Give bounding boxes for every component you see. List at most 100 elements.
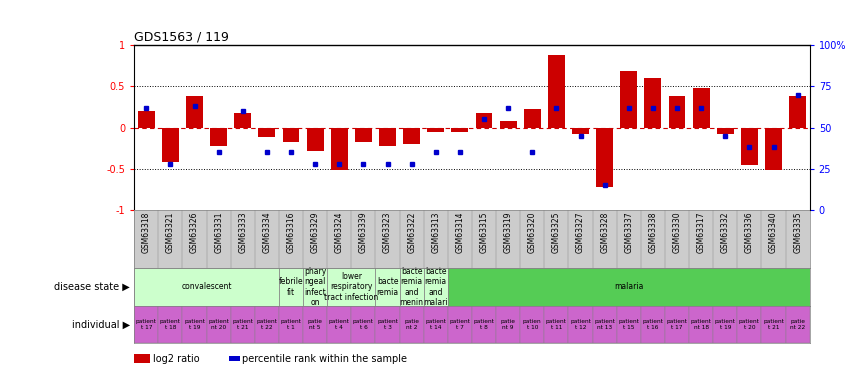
Bar (545, 306, 568, 343)
Bar (235, 112, 251, 128)
Bar (327, 268, 376, 306)
Text: patient
t 18: patient t 18 (160, 319, 181, 330)
Text: patient
t 19: patient t 19 (714, 319, 736, 330)
Text: GSM63333: GSM63333 (238, 212, 248, 254)
Bar (448, 306, 472, 343)
Text: GSM63313: GSM63313 (431, 212, 440, 253)
Text: malaria: malaria (614, 282, 643, 291)
Text: patient
t 22: patient t 22 (256, 319, 277, 330)
Text: GSM63318: GSM63318 (142, 212, 151, 253)
Text: bacte
remia: bacte remia (377, 277, 398, 297)
Bar (524, 110, 540, 128)
Text: patie
nt 2: patie nt 2 (404, 319, 419, 330)
Bar (665, 306, 689, 343)
Text: GSM63340: GSM63340 (769, 212, 778, 254)
Text: patient
t 4: patient t 4 (329, 319, 350, 330)
Bar (138, 111, 155, 128)
Text: patient
t 1: patient t 1 (281, 319, 301, 330)
Text: GSM63330: GSM63330 (673, 212, 682, 254)
Text: patient
t 20: patient t 20 (739, 319, 759, 330)
Bar (183, 306, 207, 343)
Text: patient
t 17: patient t 17 (667, 319, 688, 330)
Bar (331, 128, 348, 170)
Text: patient
t 16: patient t 16 (643, 319, 663, 330)
Text: patient
t 12: patient t 12 (570, 319, 591, 330)
Text: patient
t 14: patient t 14 (425, 319, 446, 330)
Text: GSM63324: GSM63324 (335, 212, 344, 253)
Text: patien
t 10: patien t 10 (523, 319, 541, 330)
Bar (134, 268, 279, 306)
Bar (303, 306, 327, 343)
Text: disease state ▶: disease state ▶ (55, 282, 130, 292)
Text: patie
nt 22: patie nt 22 (790, 319, 805, 330)
Bar (258, 128, 275, 137)
Text: GSM63331: GSM63331 (214, 212, 223, 253)
Bar (404, 128, 420, 144)
Bar (693, 88, 709, 128)
Bar (451, 128, 469, 132)
Text: GSM63314: GSM63314 (456, 212, 464, 253)
Text: patie
nt 5: patie nt 5 (307, 319, 323, 330)
Text: patient
t 19: patient t 19 (184, 319, 205, 330)
Bar (761, 306, 785, 343)
Bar (789, 96, 806, 128)
Bar (279, 306, 303, 343)
Text: percentile rank within the sample: percentile rank within the sample (242, 354, 408, 363)
Bar (399, 306, 423, 343)
Text: patient
t 6: patient t 6 (353, 319, 374, 330)
Bar (785, 306, 810, 343)
Bar (644, 78, 662, 128)
Bar (230, 306, 255, 343)
Text: GSM63317: GSM63317 (696, 212, 706, 253)
Text: individual ▶: individual ▶ (72, 320, 130, 329)
Bar (669, 96, 686, 128)
Bar (186, 96, 203, 128)
Bar (737, 306, 761, 343)
Text: patient
t 17: patient t 17 (136, 319, 157, 330)
Bar (307, 128, 324, 151)
Text: patient
t 8: patient t 8 (474, 319, 494, 330)
Text: lower
respiratory
tract infection: lower respiratory tract infection (324, 272, 378, 302)
Bar (376, 306, 399, 343)
Text: patient
t 21: patient t 21 (232, 319, 253, 330)
Bar (596, 128, 613, 187)
Bar (210, 128, 227, 146)
Text: patient
t 21: patient t 21 (763, 319, 784, 330)
Text: GSM63327: GSM63327 (576, 212, 585, 253)
Bar (572, 128, 589, 134)
Bar (765, 128, 782, 170)
Bar (303, 268, 327, 306)
Text: GSM63328: GSM63328 (600, 212, 609, 253)
Text: GSM63322: GSM63322 (407, 212, 417, 253)
Bar (427, 128, 444, 132)
Bar (282, 128, 300, 142)
Text: patient
t 15: patient t 15 (618, 319, 639, 330)
Text: GSM63326: GSM63326 (190, 212, 199, 253)
Bar (568, 306, 592, 343)
Bar (279, 268, 303, 306)
Text: phary
ngeal
infect
on: phary ngeal infect on (304, 267, 326, 307)
Bar (496, 306, 520, 343)
Bar (520, 306, 545, 343)
Text: GSM63335: GSM63335 (793, 212, 802, 254)
Text: bacte
remia
and
malari: bacte remia and malari (423, 267, 448, 307)
Bar (500, 121, 517, 128)
Text: GSM63321: GSM63321 (166, 212, 175, 253)
Bar (352, 306, 376, 343)
Bar (134, 306, 158, 343)
Bar (714, 306, 737, 343)
Text: log2 ratio: log2 ratio (153, 354, 200, 363)
Bar (423, 306, 448, 343)
Text: GSM63339: GSM63339 (359, 212, 368, 254)
Bar (592, 306, 617, 343)
Text: GSM63332: GSM63332 (721, 212, 730, 253)
Bar (399, 268, 423, 306)
Text: GSM63316: GSM63316 (287, 212, 295, 253)
Text: GSM63319: GSM63319 (504, 212, 513, 253)
Text: GSM63337: GSM63337 (624, 212, 633, 254)
Text: convalescent: convalescent (181, 282, 232, 291)
Text: GSM63323: GSM63323 (383, 212, 392, 253)
Bar (472, 306, 496, 343)
Text: GSM63338: GSM63338 (649, 212, 657, 253)
Bar (379, 128, 396, 146)
